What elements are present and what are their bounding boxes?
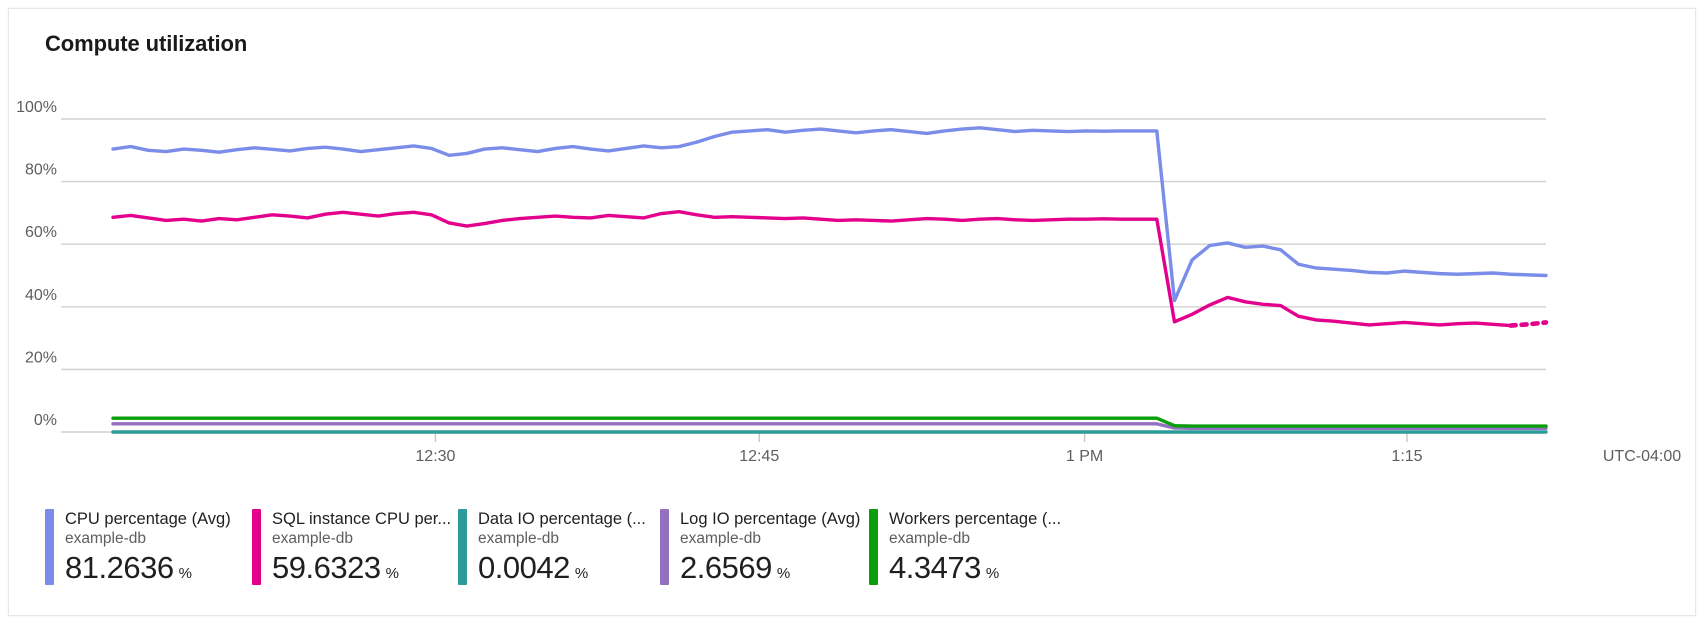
legend-metric-value: 2.6569 <box>680 550 772 585</box>
legend-value-row: 0.0042% <box>478 551 646 585</box>
legend-resource-name: example-db <box>272 530 353 547</box>
series-line <box>111 416 1548 428</box>
x-axis-tick-label: 12:45 <box>739 448 779 465</box>
legend-item[interactable]: CPU percentage (Avg) example-db 81.2636% <box>45 509 231 585</box>
legend-metric-name: CPU percentage (Avg) <box>65 510 231 528</box>
series-line <box>111 422 1548 430</box>
legend-metric-unit: % <box>574 565 589 582</box>
legend-resource-name: example-db <box>478 530 559 547</box>
timezone-label: UTC-04:00 <box>1603 448 1681 465</box>
series-line <box>111 126 1548 303</box>
legend-value-row: 81.2636% <box>65 551 231 585</box>
y-axis-tick-label: 0% <box>34 412 57 429</box>
legend-item[interactable]: SQL instance CPU per... example-db 59.6323… <box>252 509 451 585</box>
y-axis-tick-label: 40% <box>25 287 57 304</box>
legend-value-row: 59.6323% <box>272 551 451 585</box>
legend-item[interactable]: Log IO percentage (Avg) example-db 2.6569% <box>660 509 860 585</box>
legend-metric-unit: % <box>385 565 399 582</box>
legend-item[interactable]: Data IO percentage (... example-db 0.0042% <box>458 509 646 585</box>
legend-metric-unit: % <box>985 565 1000 582</box>
legend-metric-name: SQL instance CPU per... <box>272 510 452 528</box>
legend-resource-name: example-db <box>680 530 761 547</box>
legend-resource-name: example-db <box>889 530 970 547</box>
y-axis-tick-label: 100% <box>16 99 57 116</box>
legend-metric-value: 81.2636 <box>65 550 174 585</box>
chart-legend: CPU percentage (Avg) example-db 81.2636% SQ… <box>45 509 1665 585</box>
legend-metric-value: 59.6323 <box>272 550 381 585</box>
legend-value-row: 4.3473% <box>889 551 1061 585</box>
line-chart[interactable]: 0% 20% 40% 60% 80% 100% 12:30 12:45 1 PM 1:15 UTC-… <box>9 95 1695 505</box>
series-line <box>111 209 1513 328</box>
x-axis-tick-label: 1:15 <box>1391 448 1422 465</box>
legend-metric-unit: % <box>178 565 192 582</box>
y-axis-tick-label: 20% <box>25 349 57 366</box>
legend-color-swatch <box>869 509 878 585</box>
legend-color-swatch <box>660 509 669 585</box>
x-axis-tick-label: 1 PM <box>1066 448 1103 465</box>
legend-item[interactable]: Workers percentage (... example-db 4.3473% <box>869 509 1061 585</box>
legend-metric-value: 4.3473 <box>889 550 981 585</box>
page-title: Compute utilization <box>45 31 248 56</box>
legend-metric-name: Workers percentage (... <box>889 510 1062 528</box>
legend-metric-name: Log IO percentage (Avg) <box>680 510 861 528</box>
legend-value-row: 2.6569% <box>680 551 860 585</box>
series-line-dashed-tail <box>1508 320 1549 328</box>
y-axis-tick-label: 80% <box>25 162 57 179</box>
legend-metric-value: 0.0042 <box>478 550 570 585</box>
legend-color-swatch <box>252 509 261 585</box>
compute-utilization-card: Compute utilization 0% 20% 40% 60% 80% 100% 12… <box>8 8 1696 616</box>
legend-color-swatch <box>45 509 54 585</box>
chart-plot-area[interactable]: 0% 20% 40% 60% 80% 100% 12:30 12:45 1 PM 1:15 UTC-… <box>9 95 1695 505</box>
y-axis-tick-label: 60% <box>25 224 57 241</box>
legend-metric-name: Data IO percentage (... <box>478 510 646 528</box>
legend-metric-unit: % <box>776 565 791 582</box>
x-axis-tick-label: 12:30 <box>415 448 455 465</box>
legend-color-swatch <box>458 509 467 585</box>
legend-resource-name: example-db <box>65 530 146 547</box>
